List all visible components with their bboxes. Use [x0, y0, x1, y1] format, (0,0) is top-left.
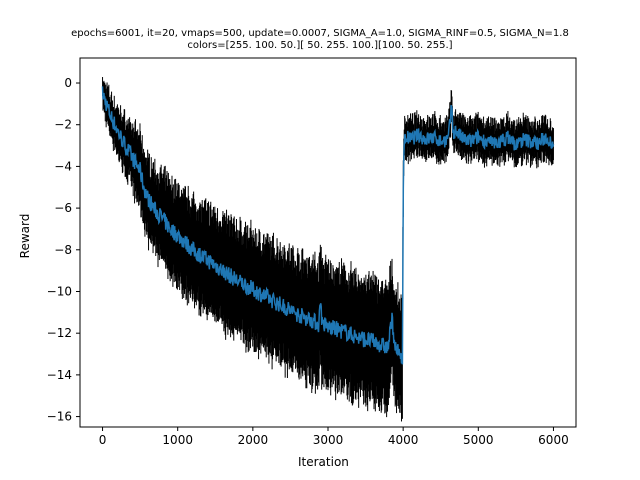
series-line-0: [101, 86, 555, 365]
x-axis-ticks: 0 1000 2000 3000 4000 5000 6000: [99, 427, 569, 447]
x-tick-label: 1000: [162, 433, 193, 447]
y-axis-label-text: Reward: [18, 213, 32, 259]
x-axis-label: Iteration: [298, 455, 349, 469]
y-tick-label: −16: [47, 410, 72, 424]
x-tick-label: 6000: [538, 433, 569, 447]
y-axis-label: Reward: [18, 191, 32, 259]
y-tick-label: 0: [64, 76, 72, 90]
y-tick-label: −14: [47, 368, 72, 382]
y-tick-label: −4: [54, 159, 72, 173]
series-lines: [101, 86, 555, 365]
x-tick-label: 2000: [238, 433, 269, 447]
y-tick-label: −10: [47, 284, 72, 298]
chart-title-line-1: epochs=6001, it=20, vmaps=500, update=0.…: [71, 28, 569, 39]
x-tick-label: 5000: [463, 433, 494, 447]
y-tick-label: −6: [54, 201, 72, 215]
x-tick-label: 0: [99, 433, 107, 447]
chart-title-line-2: colors=[255. 100. 50.][ 50. 255. 100.][1…: [187, 40, 453, 51]
y-tick-label: −12: [47, 326, 72, 340]
x-tick-label: 3000: [313, 433, 344, 447]
y-tick-label: −2: [54, 118, 72, 132]
error-bars: [102, 77, 554, 422]
y-axis-ticks: 0 −2 −4 −6 −8 −10 −12 −14 −16: [47, 76, 80, 424]
x-tick-label: 4000: [388, 433, 419, 447]
y-tick-label: −8: [54, 243, 72, 257]
